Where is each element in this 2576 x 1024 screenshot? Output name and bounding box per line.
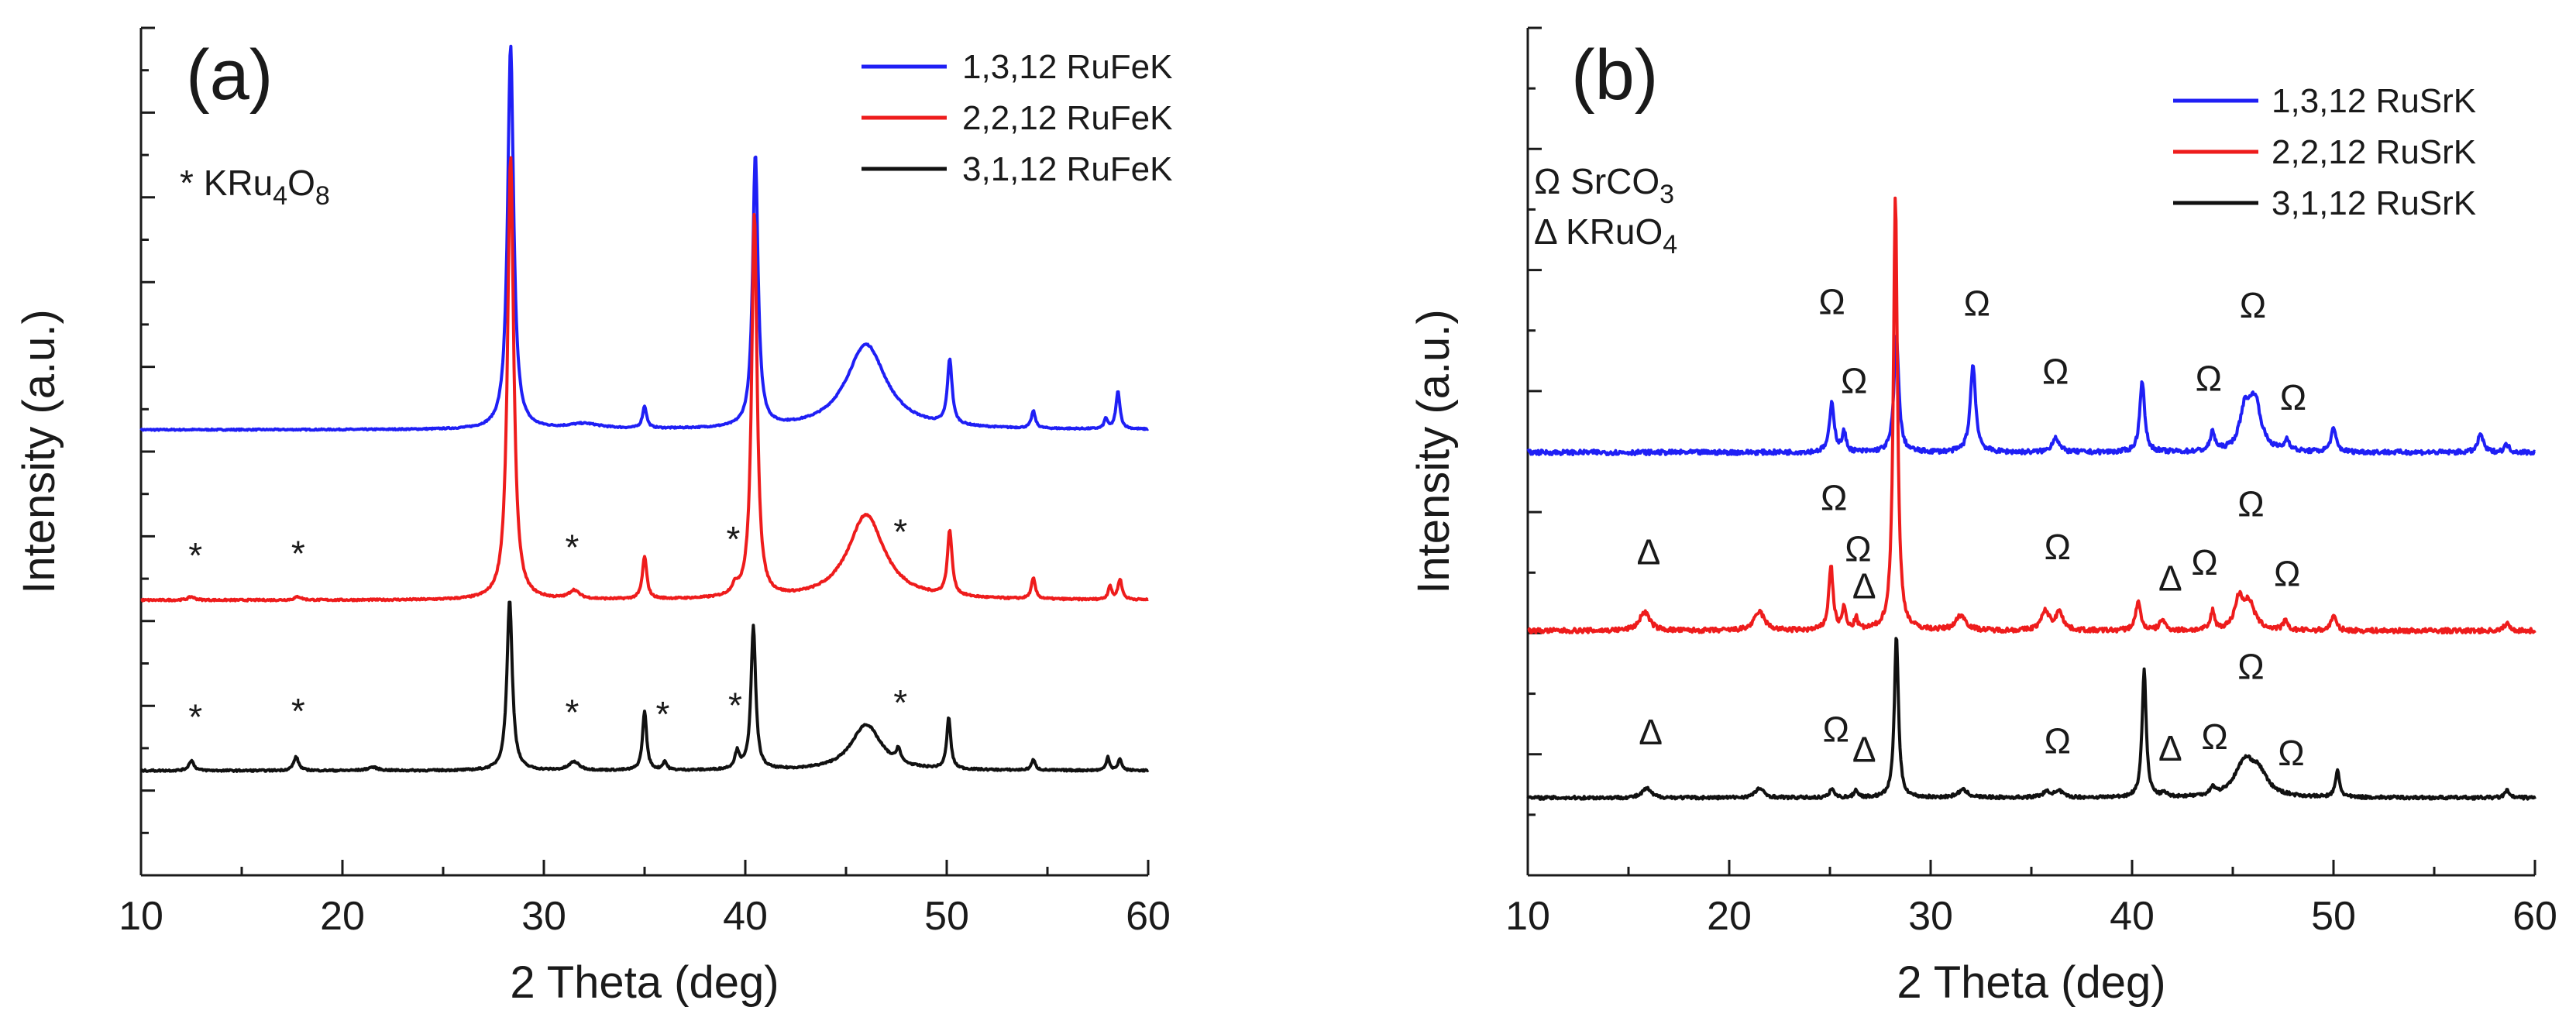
x-tick-label: 60	[2512, 894, 2557, 939]
peak-marker: *	[728, 685, 742, 725]
phase-legend-entry: Δ KRuO4	[1534, 211, 1677, 259]
peak-marker: *	[291, 534, 305, 574]
peak-marker: *	[565, 692, 579, 733]
x-tick-label: 10	[119, 894, 163, 939]
phase-legend-entry: Ω SrCO3	[1534, 161, 1674, 209]
peak-marker: Ω	[1818, 281, 1845, 321]
x-tick-label: 50	[924, 894, 969, 939]
peak-marker: Ω	[2237, 647, 2264, 687]
x-tick-label: 40	[2110, 894, 2155, 939]
x-tick-label: 50	[2311, 894, 2356, 939]
peak-marker: *	[565, 527, 579, 568]
phase-formula: SrCO	[1570, 161, 1659, 201]
legend-label: 1,3,12 RuSrK	[2272, 82, 2476, 120]
peak-marker: Ω	[2045, 527, 2071, 567]
peak-marker: *	[726, 519, 740, 559]
phase-subscript: 3	[1659, 180, 1674, 209]
peak-marker: Ω	[1841, 360, 1867, 400]
phase-symbol: *	[180, 163, 204, 203]
peak-marker: Ω	[2042, 351, 2069, 391]
x-tick-label: 20	[1707, 894, 1752, 939]
peak-marker: *	[893, 511, 907, 552]
phase-symbol: Ω	[1534, 161, 1570, 201]
x-tick-label: 30	[521, 894, 566, 939]
peak-marker: Ω	[2045, 721, 2071, 761]
x-tick-label: 40	[723, 894, 768, 939]
x-tick-label: 10	[1505, 894, 1550, 939]
phase-subscript: 4	[1663, 230, 1677, 259]
peak-marker: Δ	[1639, 712, 1663, 752]
series-line-2	[1527, 196, 2536, 635]
phase-formula: KRu	[204, 163, 273, 203]
peak-marker: Δ	[2158, 728, 2182, 768]
peak-marker: Ω	[2237, 484, 2264, 524]
peak-marker: Ω	[2280, 377, 2306, 418]
peak-marker: *	[655, 694, 669, 734]
peak-marker: Δ	[2158, 558, 2182, 599]
series-line-1	[139, 44, 1150, 432]
x-tick-label: 20	[320, 894, 365, 939]
peak-marker: Ω	[2201, 716, 2227, 757]
legend-label: 2,2,12 RuFeK	[962, 99, 1173, 137]
x-tick-label: 30	[1908, 894, 1953, 939]
peak-marker: Ω	[2274, 553, 2300, 593]
x-axis-title: 2 Theta (deg)	[510, 957, 779, 1008]
peak-marker: Δ	[1637, 532, 1661, 572]
peak-marker: Δ	[1852, 565, 1876, 606]
peak-marker: *	[291, 691, 305, 731]
panel-a: 10 20 30 40 50 60 2 Theta (deg) Intensity (a.u.…	[14, 26, 1173, 1008]
peak-marker: Ω	[1845, 529, 1871, 569]
legend-label: 3,1,12 RuFeK	[962, 150, 1173, 188]
x-tick-label: 60	[1126, 894, 1171, 939]
phase-legend-entry: * KRu4O8	[180, 163, 330, 211]
legend-label: 2,2,12 RuSrK	[2272, 133, 2476, 171]
peak-marker: Ω	[1821, 478, 1847, 518]
peak-marker: Ω	[1964, 283, 1990, 323]
phase-subscript: 8	[315, 181, 330, 211]
peak-marker: *	[188, 535, 202, 576]
legend-label: 3,1,12 RuSrK	[2272, 184, 2476, 222]
y-axis-title: Intensity (a.u.)	[1408, 309, 1459, 593]
panel-letter: (b)	[1571, 36, 1658, 115]
legend-label: 1,3,12 RuFeK	[962, 48, 1173, 86]
peak-marker: Ω	[2240, 285, 2266, 325]
series-line-3	[1526, 637, 2536, 801]
phase-formula: KRuO	[1566, 211, 1663, 252]
x-axis-title: 2 Theta (deg)	[1897, 957, 2165, 1008]
panel-letter: (a)	[186, 36, 273, 115]
peak-marker: Ω	[2196, 358, 2222, 398]
phase-formula-part: O	[287, 163, 315, 203]
series-line-1	[1526, 335, 2536, 456]
peak-marker: *	[188, 697, 202, 737]
series-line-2	[140, 156, 1149, 603]
panel-b: 10 20 30 40 50 60 2 Theta (deg) Intensity (a.u.…	[1408, 26, 2557, 1008]
peak-marker: Ω	[2278, 733, 2304, 773]
series-line-3	[139, 600, 1150, 773]
peak-marker: *	[893, 682, 907, 723]
phase-subscript: 4	[273, 181, 287, 211]
peak-marker: Ω	[2191, 542, 2217, 582]
peak-marker: Δ	[1852, 730, 1876, 770]
y-axis-title: Intensity (a.u.)	[14, 309, 64, 593]
peak-marker: Ω	[1823, 710, 1849, 750]
phase-symbol: Δ	[1534, 211, 1566, 252]
